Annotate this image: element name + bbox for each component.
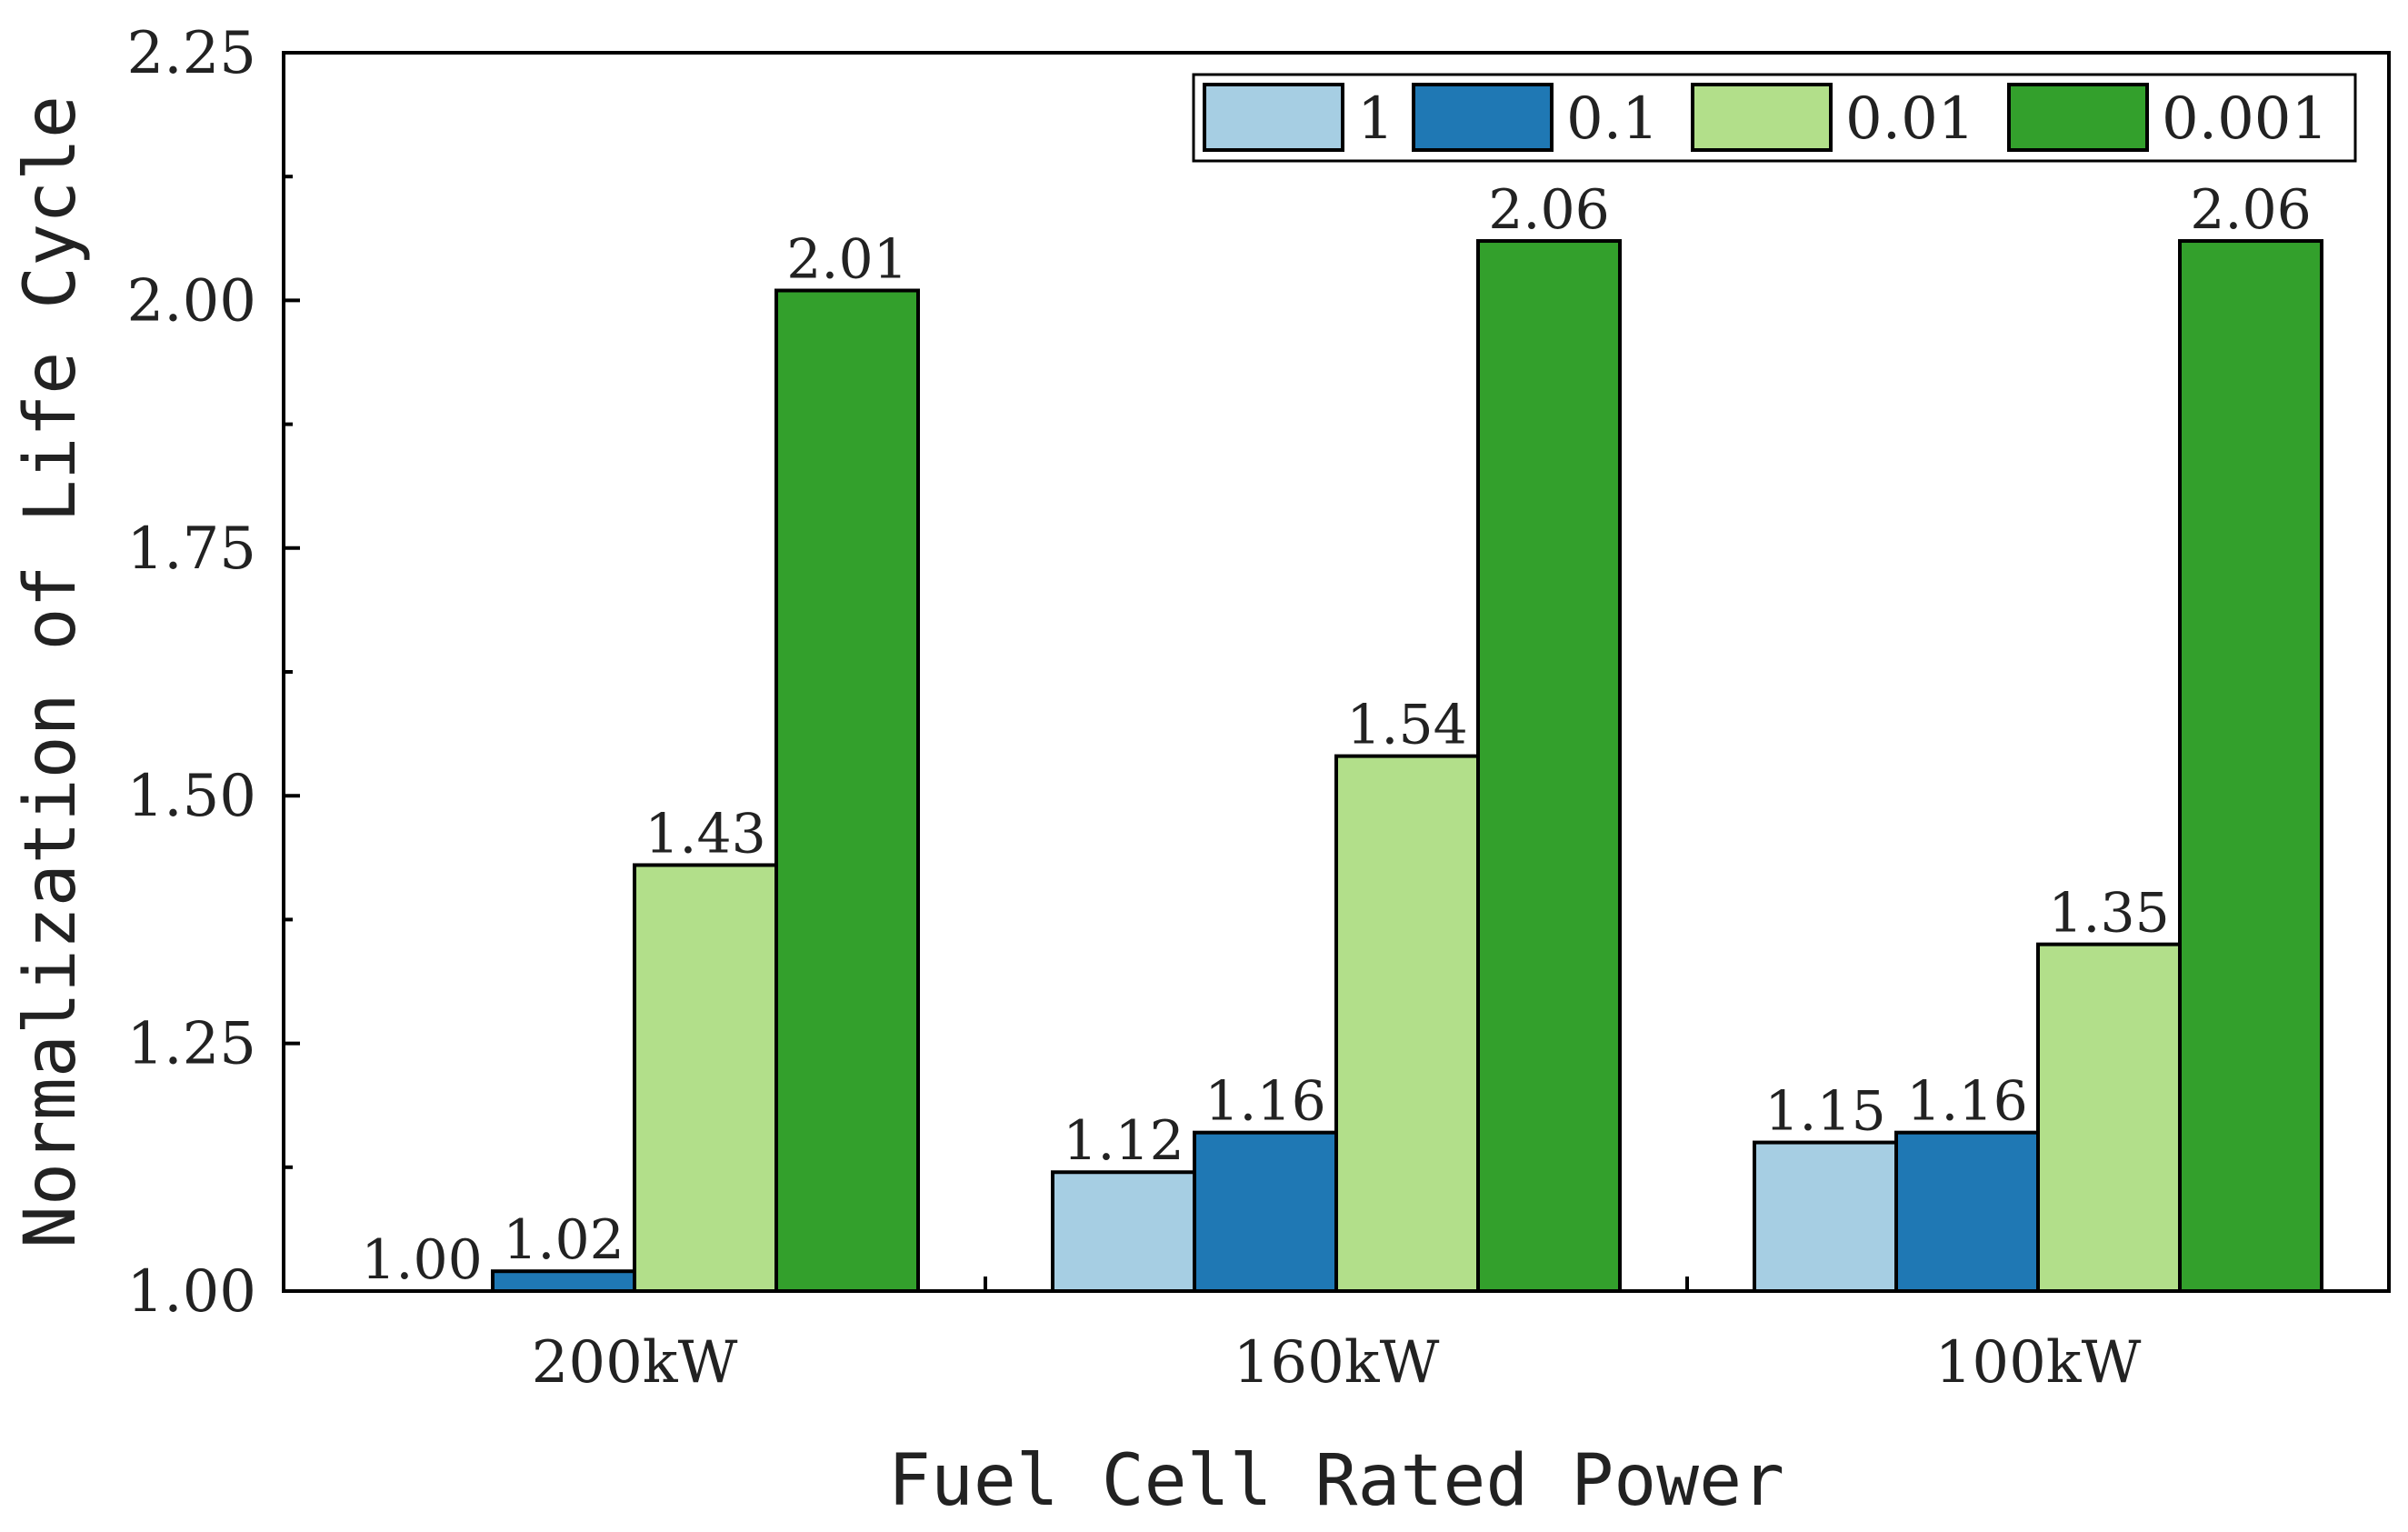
x-tick-label: 100kW bbox=[1935, 1329, 2142, 1397]
legend-swatch-1 bbox=[1203, 83, 1344, 152]
data-label-200kW-series-0.001: 2.01 bbox=[786, 228, 908, 292]
bar-100kW-series-0.1 bbox=[1894, 1130, 2040, 1293]
y-axis-title: Normalization of Life Cycle bbox=[10, 95, 92, 1248]
legend-label-0.01: 0.01 bbox=[1845, 85, 1975, 153]
bar-100kW-series-1 bbox=[1753, 1140, 1898, 1294]
data-label-200kW-series-0.1: 1.02 bbox=[503, 1208, 624, 1272]
bar-160kW-series-1 bbox=[1051, 1170, 1196, 1294]
y-tick-label: 2.25 bbox=[127, 20, 257, 87]
legend-label-1: 1 bbox=[1357, 85, 1394, 153]
bar-160kW-series-0.001 bbox=[1476, 239, 1622, 1293]
x-tick-label: 200kW bbox=[532, 1329, 738, 1397]
bar-200kW-series-0.001 bbox=[774, 288, 920, 1293]
y-tick-label: 1.00 bbox=[127, 1258, 257, 1326]
data-label-160kW-series-1: 1.12 bbox=[1063, 1109, 1184, 1173]
legend-label-0.1: 0.1 bbox=[1566, 85, 1659, 153]
y-tick-label: 1.25 bbox=[127, 1011, 257, 1078]
data-label-200kW-series-1: 1.00 bbox=[361, 1228, 483, 1292]
bar-200kW-series-0.1 bbox=[491, 1269, 636, 1294]
data-label-100kW-series-1: 1.15 bbox=[1764, 1080, 1886, 1144]
data-label-160kW-series-0.001: 2.06 bbox=[1488, 178, 1610, 242]
legend-swatch-0.1 bbox=[1412, 83, 1554, 152]
x-axis-title: Fuel Cell Rated Power bbox=[888, 1440, 1784, 1522]
data-label-160kW-series-0.1: 1.16 bbox=[1204, 1070, 1326, 1134]
legend-swatch-0.001 bbox=[2007, 83, 2149, 152]
legend: 1 0.1 0.01 0.001 bbox=[1192, 73, 2357, 163]
bar-100kW-series-0.01 bbox=[2036, 942, 2182, 1293]
legend-swatch-0.01 bbox=[1691, 83, 1833, 152]
data-label-100kW-series-0.001: 2.06 bbox=[2190, 178, 2312, 242]
bar-200kW-series-0.01 bbox=[633, 863, 778, 1293]
data-label-200kW-series-0.01: 1.43 bbox=[644, 802, 766, 866]
x-tick-label: 160kW bbox=[1234, 1329, 1440, 1397]
y-tick-label: 1.50 bbox=[127, 763, 257, 830]
axes-layer: 1.00 1.25 1.50 1.75 2.00 2.25 200kW 160kW 100kW bbox=[127, 20, 2391, 1397]
data-label-100kW-series-0.1: 1.16 bbox=[1906, 1070, 2028, 1134]
data-label-100kW-series-0.01: 1.35 bbox=[2048, 882, 2170, 946]
bar-160kW-series-0.1 bbox=[1193, 1130, 1338, 1293]
data-labels-layer: 1.00 1.02 1.43 2.01 1.12 1.16 1.54 2.06 1.15 1.16… bbox=[361, 178, 2312, 1292]
legend-label-0.001: 0.001 bbox=[2162, 85, 2328, 153]
y-tick-label: 2.00 bbox=[127, 267, 257, 335]
bars-layer bbox=[491, 239, 2323, 1294]
bar-160kW-series-0.01 bbox=[1334, 754, 1480, 1293]
bar-100kW-series-0.001 bbox=[2178, 239, 2323, 1293]
y-tick-label: 1.75 bbox=[127, 516, 257, 583]
data-label-160kW-series-0.01: 1.54 bbox=[1346, 694, 1468, 757]
